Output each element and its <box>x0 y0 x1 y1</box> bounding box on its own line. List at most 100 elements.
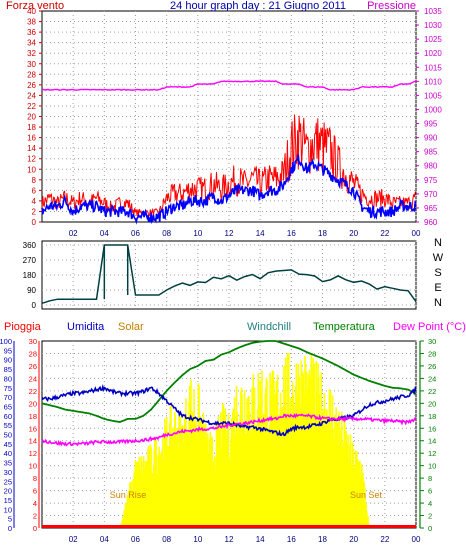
humidity-tick: 90 <box>4 356 12 365</box>
temp-series <box>41 340 417 528</box>
direction-degree-tick: 90 <box>27 286 36 295</box>
wind-hour-tick: 18 <box>318 229 327 238</box>
rain-tick: 6 <box>33 487 37 496</box>
pressure-tick: 1000 <box>424 105 442 114</box>
wind-speed-tick: 16 <box>27 134 36 143</box>
temp-axes: 0510152025303540455055606570758085909510… <box>0 337 436 533</box>
temp-hour-tick: 02 <box>69 535 78 544</box>
direction-degree-tick: 360 <box>23 241 37 250</box>
pressure-tick: 995 <box>424 120 438 129</box>
humidity-tick: 50 <box>4 431 12 440</box>
temperature-tick: 6 <box>428 487 432 496</box>
chart-title: 24 hour graph day : 21 Giugno 2011 <box>170 0 346 12</box>
average-wind-line <box>41 154 417 225</box>
sunrise-annotation: Sun Rise <box>110 490 147 500</box>
wind-hour-tick: 22 <box>380 229 389 238</box>
humidity-tick: 35 <box>4 459 12 468</box>
wind-speed-tick: 38 <box>27 18 36 27</box>
temperature-tick: 10 <box>428 462 436 471</box>
humidity-tick: 45 <box>4 440 12 449</box>
humidity-tick: 80 <box>4 374 12 383</box>
wind-speed-tick: 20 <box>27 113 36 122</box>
humidity-tick: 60 <box>4 412 12 421</box>
wind-speed-tick: 30 <box>27 60 36 69</box>
pressure-tick: 1010 <box>424 77 442 86</box>
temp-hour-tick: 08 <box>162 535 171 544</box>
temperature-tick: 28 <box>428 349 436 358</box>
wind-speed-tick: 28 <box>27 70 36 79</box>
humidity-tick: 85 <box>4 365 12 374</box>
temperature-tick: 16 <box>428 424 436 433</box>
direction-compass-label: S <box>434 267 441 279</box>
wind-speed-tick: 12 <box>27 155 36 164</box>
direction-degree-axis: 0 90 180 270 360 <box>23 241 37 310</box>
rain-tick: 26 <box>29 362 37 371</box>
humidity-tick: 10 <box>4 505 12 514</box>
rain-tick: 18 <box>29 412 37 421</box>
wind-speed-tick: 26 <box>27 81 36 90</box>
temperature-line <box>41 340 417 423</box>
temp-hour-tick: 16 <box>287 535 296 544</box>
wind-axis-label: Forza vento <box>6 0 64 12</box>
rain-tick: 16 <box>29 424 37 433</box>
wind-speed-tick: 18 <box>27 123 36 132</box>
wind-speed-tick: 6 <box>32 186 37 195</box>
humidity-tick: 0 <box>8 524 12 533</box>
pressure-tick: 980 <box>424 162 438 171</box>
temp-hour-tick: 06 <box>131 535 140 544</box>
wind-hour-tick: 10 <box>193 229 202 238</box>
rain-tick: 28 <box>29 349 37 358</box>
rain-tick: 14 <box>29 437 37 446</box>
direction-degree-tick: 270 <box>23 256 37 265</box>
wind-speed-tick: 32 <box>27 49 36 58</box>
pressure-axis-label: Pressione <box>367 0 416 12</box>
pressure-line <box>41 80 417 91</box>
wind-speed-tick: 4 <box>32 197 37 206</box>
wind-hour-tick: 00 <box>412 229 421 238</box>
wind-speed-tick: 10 <box>27 165 36 174</box>
rain-tick: 20 <box>29 399 37 408</box>
sunset-annotation: Sun Set <box>350 490 383 500</box>
humidity-tick: 55 <box>4 421 12 430</box>
pressure-tick: 960 <box>424 218 438 227</box>
wind-speed-tick: 22 <box>27 102 36 111</box>
humidity-tick: 5 <box>8 515 12 524</box>
humidity-line <box>41 384 417 437</box>
humidity-tick: 20 <box>4 487 12 496</box>
rain-tick: 4 <box>33 499 37 508</box>
rain-tick: 30 <box>29 337 37 346</box>
wind-series <box>41 80 417 225</box>
pressure-tick: 990 <box>424 134 438 143</box>
wind-speed-tick: 2 <box>32 207 37 216</box>
wind-speed-tick: 34 <box>27 39 36 48</box>
wind-time-axis: 02 04 06 08 10 12 14 16 18 20 22 00 <box>69 229 421 238</box>
pressure-tick: 985 <box>424 148 438 157</box>
wind-hour-tick: 08 <box>162 229 171 238</box>
temperature-tick: 4 <box>428 499 432 508</box>
temp-humidity-panel: Pioggia Umidita Solar Windchill Temperat… <box>0 321 466 544</box>
pressure-tick: 1005 <box>424 91 442 100</box>
rain-tick: 2 <box>33 512 37 521</box>
temperature-tick: 26 <box>428 362 436 371</box>
windchill-axis-label: Windchill <box>247 321 291 333</box>
wind-speed-tick: 0 <box>32 218 37 227</box>
direction-compass-label: E <box>434 282 441 294</box>
temperature-tick: 30 <box>428 337 436 346</box>
rain-tick: 10 <box>29 462 37 471</box>
temperature-axis-label: Temperatura <box>313 321 376 333</box>
dewpoint-line <box>41 413 416 447</box>
humidity-axis-label: Umidita <box>67 321 105 333</box>
wind-speed-tick: 8 <box>32 176 37 185</box>
temp-hour-tick: 10 <box>193 535 202 544</box>
direction-degree-tick: 0 <box>32 301 37 310</box>
rain-tick: 12 <box>29 449 37 458</box>
pressure-tick: 970 <box>424 190 438 199</box>
temperature-tick: 18 <box>428 412 436 421</box>
pressure-axis: 960 965 970 975 980 985 990 995 1000 1005 1010 1015… <box>416 7 442 227</box>
temp-hour-tick: 12 <box>225 535 234 544</box>
humidity-tick: 75 <box>4 384 12 393</box>
